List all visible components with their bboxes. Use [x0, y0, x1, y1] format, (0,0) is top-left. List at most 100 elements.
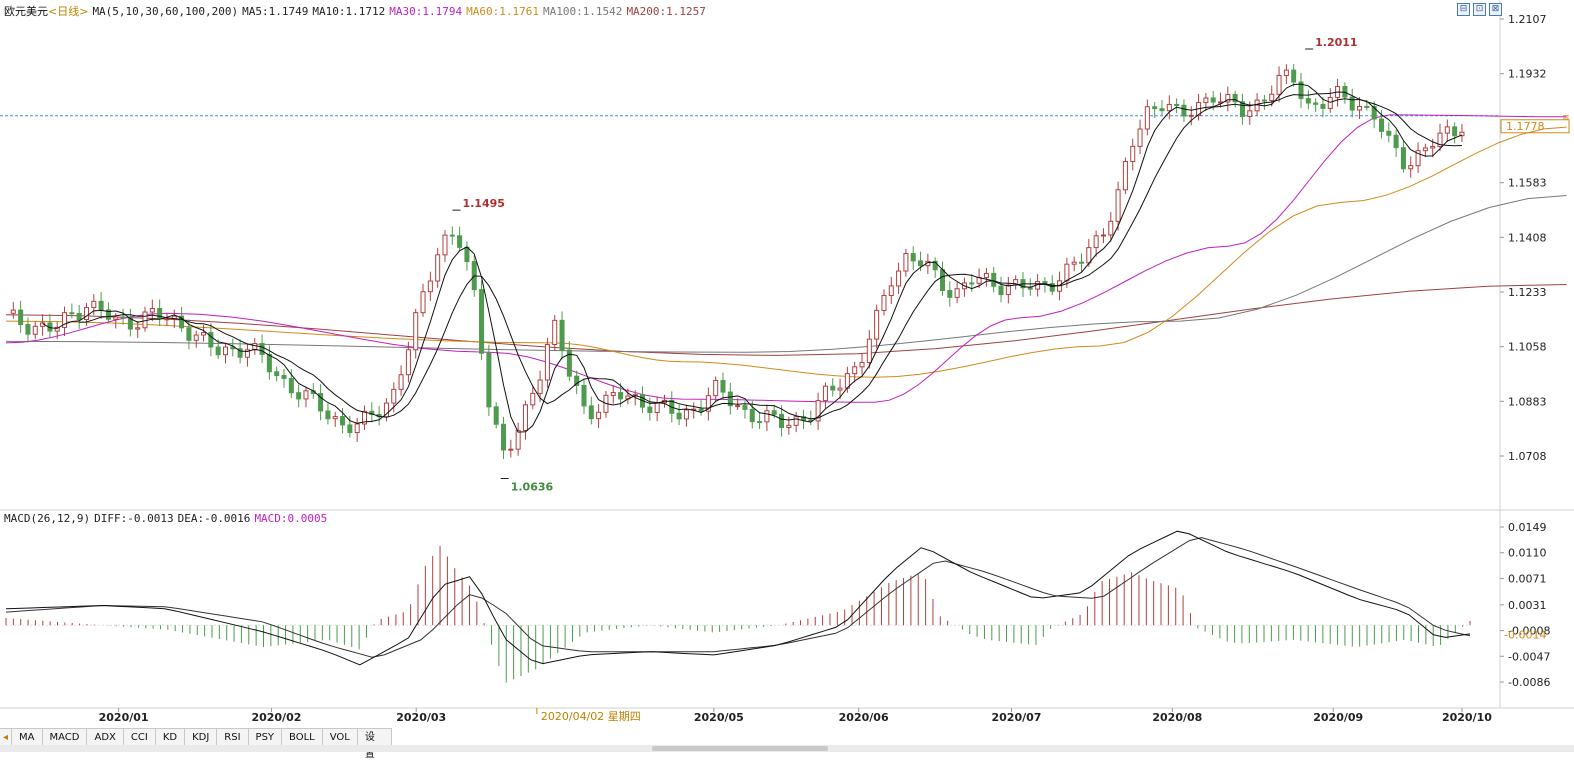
candle-body [464, 246, 470, 263]
candle-body [1152, 106, 1158, 110]
ma-indicator-label[interactable]: MA(5,10,30,60,100,200) [92, 5, 239, 18]
candle-body [618, 392, 624, 400]
candle-body [720, 379, 726, 393]
tab-ma[interactable]: MA [12, 729, 43, 746]
price-tick-label: 1.0883 [1508, 395, 1547, 408]
price-marker-icon: ≡ [1562, 113, 1570, 123]
candle-body [266, 353, 272, 373]
candle-body [537, 379, 543, 394]
chart-canvas[interactable]: 1.21071.19321.17581.15831.14081.12331.10… [0, 0, 1574, 745]
candle-body [1203, 97, 1209, 104]
date-label: 2020/05 [694, 711, 744, 724]
tab-scroll-left[interactable]: ◂ [0, 729, 13, 746]
restore-icon[interactable]: ⊡ [1473, 3, 1486, 16]
candle-body [947, 290, 953, 298]
tab-cci[interactable]: CCI [124, 729, 156, 746]
ma30-value: MA30:1.1794 [389, 5, 463, 18]
macd-dea-value: DEA:-0.0016 [177, 512, 251, 525]
candle-body [1188, 114, 1194, 117]
macd-hist-value: MACD:0.0005 [254, 512, 328, 525]
candle-body [318, 393, 324, 412]
macd-diff-line [5, 530, 1471, 666]
candle-body [581, 385, 587, 407]
tab-kdj[interactable]: KDJ [185, 729, 218, 746]
candle-body [1386, 130, 1392, 136]
ma200-value: MA200:1.1257 [626, 5, 706, 18]
tab-psy[interactable]: PSY [249, 729, 283, 746]
candle-body [1254, 99, 1260, 112]
candle-body [201, 332, 207, 336]
candle-body [142, 311, 148, 329]
price-tick-label: 1.1058 [1508, 341, 1547, 354]
macd-diff-value: DIFF:-0.0013 [94, 512, 174, 525]
candle-body [347, 424, 353, 434]
candle-body [566, 349, 572, 377]
candle-body [515, 429, 521, 450]
candle-body [1364, 105, 1370, 108]
macd-dea-line [5, 537, 1471, 658]
tab-adx[interactable]: ADX [87, 729, 124, 746]
macd-tick-label: 0.0071 [1508, 572, 1547, 585]
current-price-label: 1.1778 [1506, 120, 1545, 133]
window-buttons: ⊟ ⊡ ⊠ [1457, 3, 1502, 16]
candle-body [1349, 96, 1355, 111]
candle-body [1305, 98, 1311, 104]
candle-body [405, 349, 411, 376]
candle-body [435, 254, 441, 282]
candle-body [1422, 147, 1428, 152]
price-tick-label: 1.1408 [1508, 231, 1547, 244]
candle-body [1225, 93, 1231, 103]
candle-body [830, 385, 836, 391]
candle-body [1283, 69, 1289, 76]
candle-body [647, 406, 653, 414]
candle-body [457, 235, 463, 248]
candle-body [793, 416, 799, 426]
scrollbar-thumb[interactable] [652, 746, 828, 751]
candle-body [1357, 105, 1363, 111]
candle-body [486, 352, 492, 408]
candle-body [1232, 93, 1238, 103]
candle-body [332, 416, 338, 420]
candle-body [1064, 263, 1070, 282]
macd-label[interactable]: MACD(26,12,9) [4, 512, 91, 525]
candle-body [1444, 126, 1450, 134]
macd-tick-label: -0.0086 [1508, 676, 1550, 689]
candle-body [54, 326, 60, 332]
macd-tick-label: -0.0008 [1508, 625, 1550, 638]
candle-body [727, 391, 733, 407]
candle-body [683, 409, 689, 420]
date-label: 2020/09 [1313, 711, 1363, 724]
candle-body [998, 285, 1004, 296]
tab-vol[interactable]: VOL [323, 729, 358, 746]
candle-body [157, 308, 163, 320]
candle-body [903, 253, 909, 272]
candle-body [420, 291, 426, 314]
candle-body [83, 307, 89, 321]
candle-body [120, 316, 126, 319]
candle-body [1005, 284, 1011, 296]
tab-boll[interactable]: BOLL [282, 729, 323, 746]
candle-body [881, 295, 887, 311]
candle-body [852, 366, 858, 375]
candle-body [1210, 97, 1216, 103]
tab-rsi[interactable]: RSI [217, 729, 249, 746]
ma100-value: MA100:1.1542 [542, 5, 623, 18]
tab-settings[interactable]: 设置 [358, 729, 392, 760]
minimize-icon[interactable]: ⊟ [1457, 3, 1470, 16]
close-icon[interactable]: ⊠ [1489, 3, 1502, 16]
high-aug-label: 1.2011 [1315, 36, 1357, 49]
candle-body [742, 405, 748, 410]
candle-body [179, 315, 185, 329]
tab-kd[interactable]: KD [156, 729, 186, 746]
candle-body [1247, 110, 1253, 117]
candle-body [1027, 287, 1033, 290]
candle-body [1137, 128, 1143, 147]
candle-body [983, 272, 989, 278]
period-label[interactable]: <日线> [48, 5, 89, 18]
candle-body [779, 413, 785, 428]
candle-body [1166, 103, 1172, 112]
candle-body [1100, 234, 1106, 237]
candle-body [215, 346, 221, 356]
tab-macd[interactable]: MACD [43, 729, 88, 746]
candle-body [676, 412, 682, 420]
